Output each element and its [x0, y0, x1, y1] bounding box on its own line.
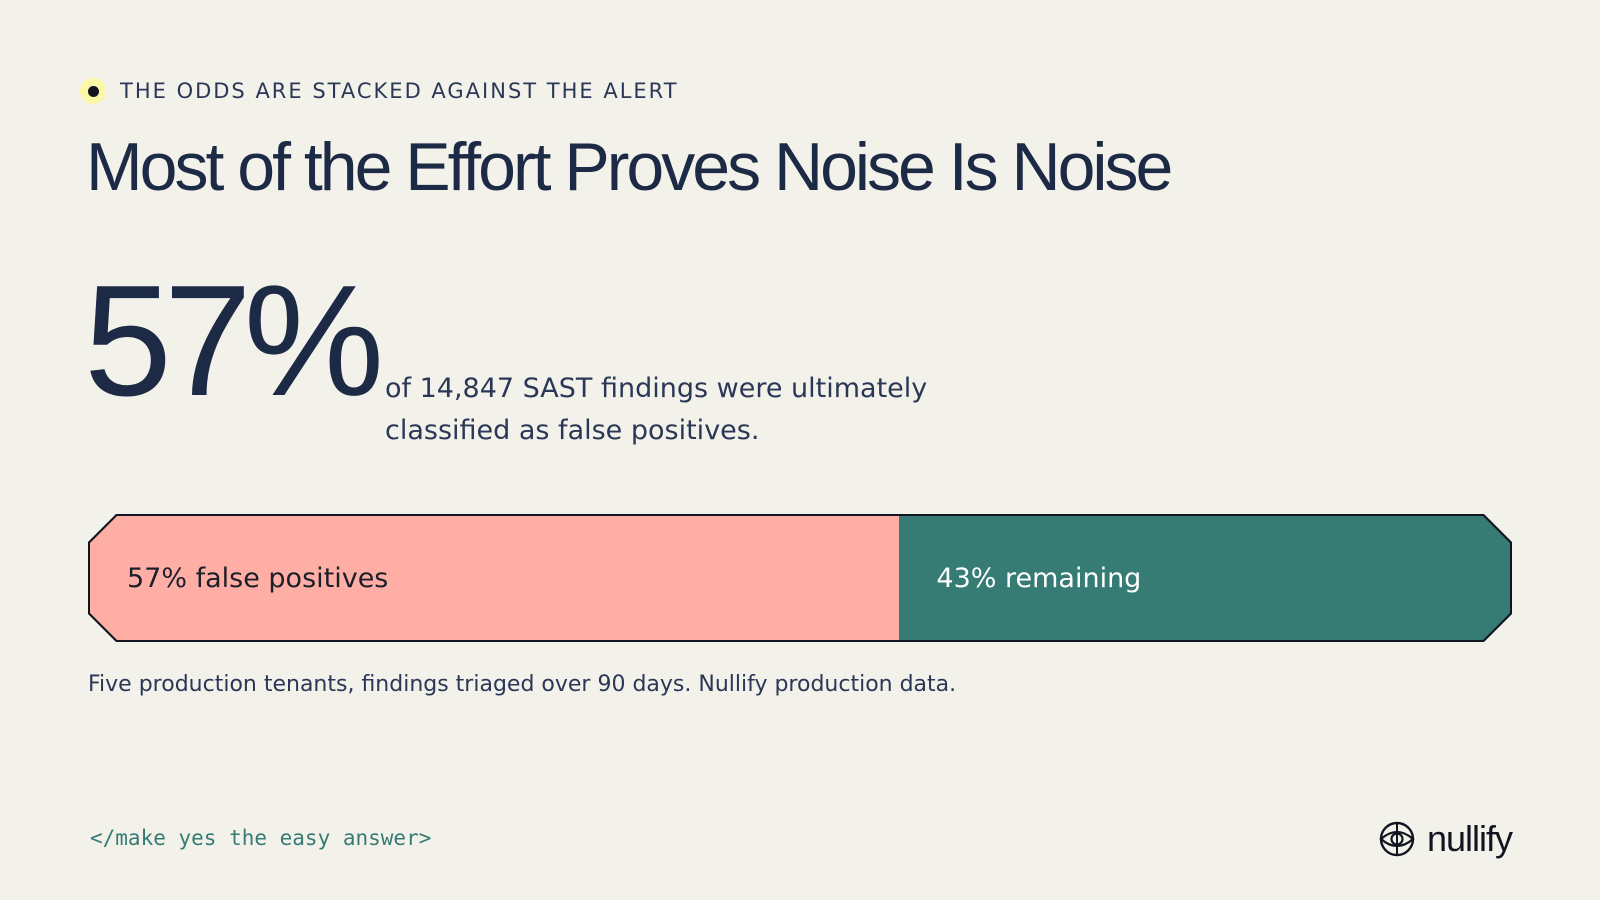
big-stat-value: 57% [84, 253, 384, 429]
tagline: </make yes the easy answer> [90, 826, 432, 850]
source-footnote: Five production tenants, findings triage… [88, 672, 957, 697]
brand-logo: nullify [1379, 818, 1513, 860]
split-bar: 57% false positives 43% remaining [88, 514, 1512, 642]
stat-description: of 14,847 SAST findings were ultimately … [385, 373, 928, 446]
slide-title: Most of the Effort Proves Noise Is Noise [86, 129, 1173, 205]
eyebrow-text: THE ODDS ARE STACKED AGAINST THE ALERT [120, 79, 679, 103]
highlight-dot-icon [80, 78, 106, 104]
false-positives-label: 57% false positives [127, 562, 389, 594]
globe-eye-icon [1379, 821, 1415, 857]
brand-name: nullify [1426, 818, 1513, 859]
remaining-label: 43% remaining [936, 562, 1142, 594]
false-positives-segment: 57% false positives [90, 516, 899, 640]
eyebrow: THE ODDS ARE STACKED AGAINST THE ALERT [80, 78, 679, 104]
remaining-segment: 43% remaining [899, 516, 1510, 640]
split-bar-inner: 57% false positives 43% remaining [90, 516, 1510, 640]
